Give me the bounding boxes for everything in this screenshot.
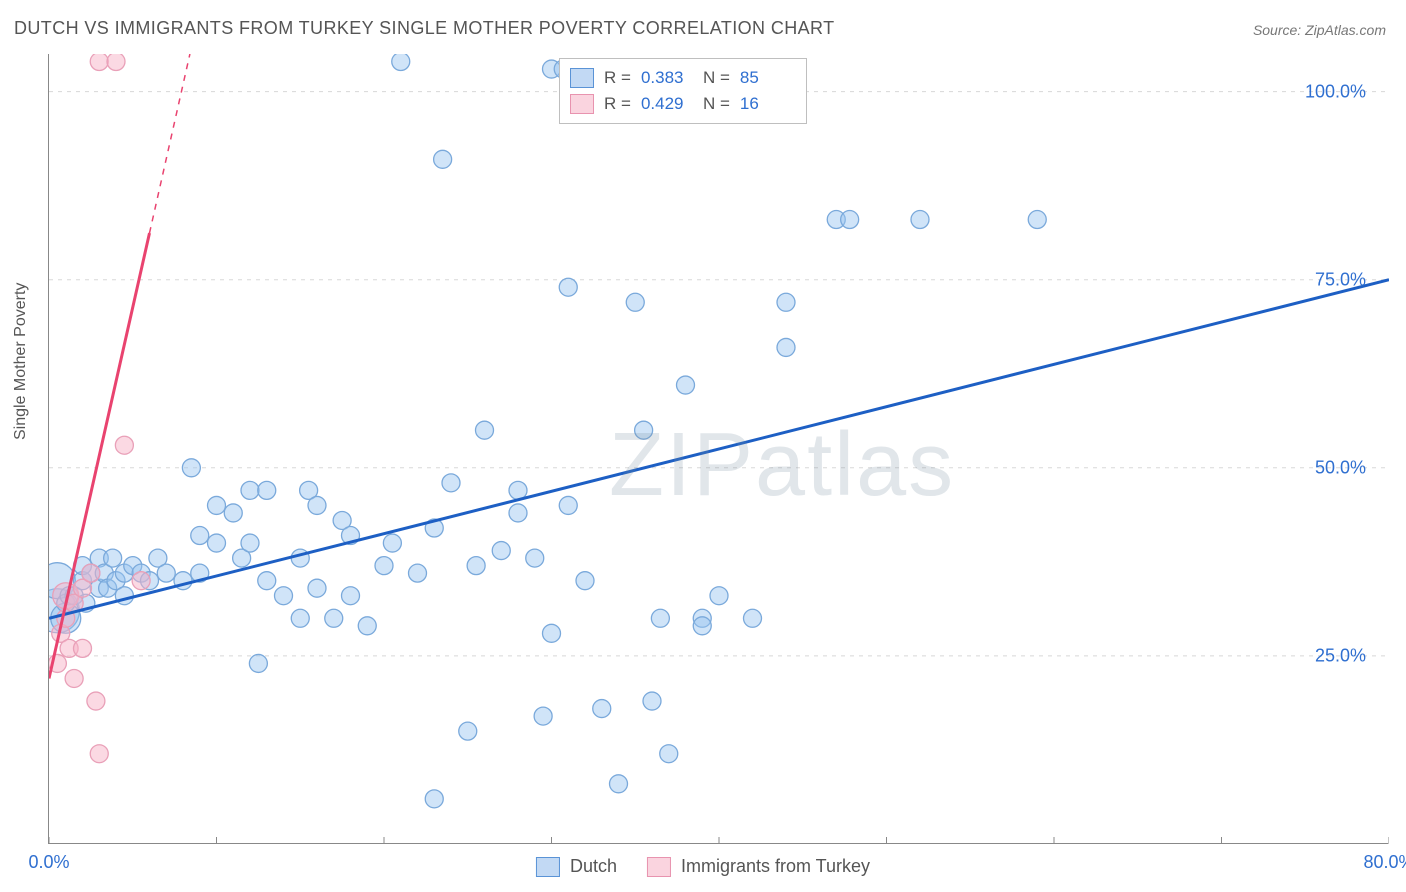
data-point: [660, 745, 678, 763]
legend-swatch-icon: [536, 857, 560, 877]
plot-svg: [49, 54, 1389, 844]
data-point: [325, 609, 343, 627]
data-point: [65, 669, 83, 687]
data-point: [467, 557, 485, 575]
legend-n-value: 16: [740, 94, 792, 114]
data-point: [543, 624, 561, 642]
data-point: [459, 722, 477, 740]
legend-n-value: 85: [740, 68, 792, 88]
data-point: [635, 421, 653, 439]
series-legend: Dutch Immigrants from Turkey: [536, 856, 870, 877]
data-point: [777, 293, 795, 311]
y-axis-label: Single Mother Poverty: [12, 283, 30, 440]
data-point: [241, 534, 259, 552]
legend-n-label: N =: [703, 68, 730, 88]
data-point: [375, 557, 393, 575]
data-point: [249, 654, 267, 672]
legend-swatch-icon: [570, 94, 594, 114]
legend-r-value: 0.383: [641, 68, 693, 88]
data-point: [90, 54, 108, 71]
legend-swatch-icon: [570, 68, 594, 88]
source-attribution: Source: ZipAtlas.com: [1253, 22, 1386, 38]
data-point: [841, 211, 859, 229]
data-point: [90, 745, 108, 763]
data-point: [208, 534, 226, 552]
data-point: [358, 617, 376, 635]
data-point: [224, 504, 242, 522]
data-point: [610, 775, 628, 793]
series-legend-item: Immigrants from Turkey: [647, 856, 870, 877]
data-point: [559, 496, 577, 514]
data-point: [492, 542, 510, 560]
data-point: [107, 54, 125, 71]
y-tick-label: 50.0%: [1315, 457, 1366, 478]
data-point: [241, 481, 259, 499]
data-point: [677, 376, 695, 394]
data-point: [74, 639, 92, 657]
data-point: [442, 474, 460, 492]
data-point: [576, 572, 594, 590]
data-point: [157, 564, 175, 582]
legend-swatch-icon: [647, 857, 671, 877]
data-point: [342, 587, 360, 605]
data-point: [275, 587, 293, 605]
data-point: [182, 459, 200, 477]
data-point: [132, 572, 150, 590]
data-point: [208, 496, 226, 514]
data-point: [392, 54, 410, 71]
data-point: [383, 534, 401, 552]
data-point: [911, 211, 929, 229]
legend-n-label: N =: [703, 94, 730, 114]
data-point: [593, 700, 611, 718]
y-tick-label: 25.0%: [1315, 645, 1366, 666]
data-point: [526, 549, 544, 567]
data-point: [308, 496, 326, 514]
data-point: [710, 587, 728, 605]
series-legend-item: Dutch: [536, 856, 617, 877]
legend-row: R = 0.429 N = 16: [570, 91, 792, 117]
data-point: [1028, 211, 1046, 229]
data-point: [559, 278, 577, 296]
data-point: [87, 692, 105, 710]
data-point: [693, 617, 711, 635]
data-point: [258, 572, 276, 590]
data-point: [258, 481, 276, 499]
data-point: [291, 609, 309, 627]
data-point: [104, 549, 122, 567]
legend-r-label: R =: [604, 94, 631, 114]
chart-title: DUTCH VS IMMIGRANTS FROM TURKEY SINGLE M…: [14, 18, 835, 39]
data-point: [409, 564, 427, 582]
legend-r-label: R =: [604, 68, 631, 88]
data-point: [476, 421, 494, 439]
data-point: [744, 609, 762, 627]
data-point: [82, 564, 100, 582]
data-point: [534, 707, 552, 725]
y-tick-label: 75.0%: [1315, 269, 1366, 290]
data-point: [191, 527, 209, 545]
series-legend-label: Immigrants from Turkey: [681, 856, 870, 877]
series-legend-label: Dutch: [570, 856, 617, 877]
data-point: [425, 790, 443, 808]
scatter-chart-area: ZIPatlas R =0.383N =85R =0.429N =16 25.0…: [48, 54, 1388, 844]
legend-r-value: 0.429: [641, 94, 693, 114]
data-point: [643, 692, 661, 710]
data-point: [115, 436, 133, 454]
data-point: [626, 293, 644, 311]
y-tick-label: 100.0%: [1305, 81, 1366, 102]
x-tick-label: 80.0%: [1363, 852, 1406, 873]
data-point: [777, 338, 795, 356]
data-point: [509, 504, 527, 522]
correlation-legend: R = 0.383 N = 85 R = 0.429 N = 16: [559, 58, 807, 124]
data-point: [308, 579, 326, 597]
legend-row: R = 0.383 N = 85: [570, 65, 792, 91]
data-point: [434, 150, 452, 168]
x-tick-label: 0.0%: [28, 852, 69, 873]
data-point: [651, 609, 669, 627]
